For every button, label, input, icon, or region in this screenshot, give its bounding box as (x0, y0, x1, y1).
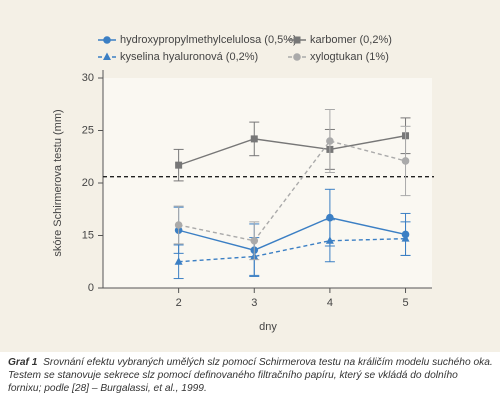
y-tick-label: 0 (88, 282, 94, 294)
data-point (250, 236, 259, 245)
legend-marker (103, 36, 111, 44)
data-point (326, 137, 334, 145)
x-axis-title: dny (259, 321, 277, 333)
y-axis-title: skóre Schirmerova testu (mm) (52, 109, 64, 256)
x-tick-label: 4 (327, 297, 333, 309)
series-line (178, 135, 406, 166)
y-tick-label: 15 (82, 229, 94, 241)
caption-label: Graf 1 (8, 357, 38, 368)
series-line (178, 216, 406, 251)
series-line (178, 237, 406, 263)
data-point (401, 157, 410, 165)
y-tick-label: 30 (82, 72, 94, 84)
data-point (175, 161, 183, 169)
legend-marker (293, 53, 301, 61)
y-tick-label: 25 (82, 124, 94, 136)
legend-label: kyselina hyaluronová (0,2%) (120, 51, 258, 63)
legend-marker (293, 36, 301, 44)
caption-text: Srovnání efektu vybraných umělých slz po… (8, 357, 493, 394)
data-point (401, 234, 410, 242)
legend-marker (103, 52, 111, 60)
legend-label: karbomer (0,2%) (310, 34, 392, 46)
chart: dny skóre Schirmerova testu (mm) 0152025… (0, 0, 500, 352)
caption: Graf 1 Srovnání efektu vybraných umělých… (8, 356, 494, 395)
legend-label: hydroxypropylmethylcelulosa (0,5%) (120, 34, 297, 46)
data-point (174, 221, 183, 229)
x-tick-label: 2 (176, 297, 182, 309)
y-tick-label: 20 (82, 177, 94, 189)
legend-label: xylogtukan (1%) (310, 51, 389, 63)
data-point (174, 257, 183, 265)
x-tick-label: 3 (251, 297, 257, 309)
series-line (178, 140, 406, 242)
plot-area (103, 78, 432, 288)
data-point (325, 236, 334, 244)
x-tick-label: 5 (402, 297, 408, 309)
data-point (250, 135, 258, 143)
